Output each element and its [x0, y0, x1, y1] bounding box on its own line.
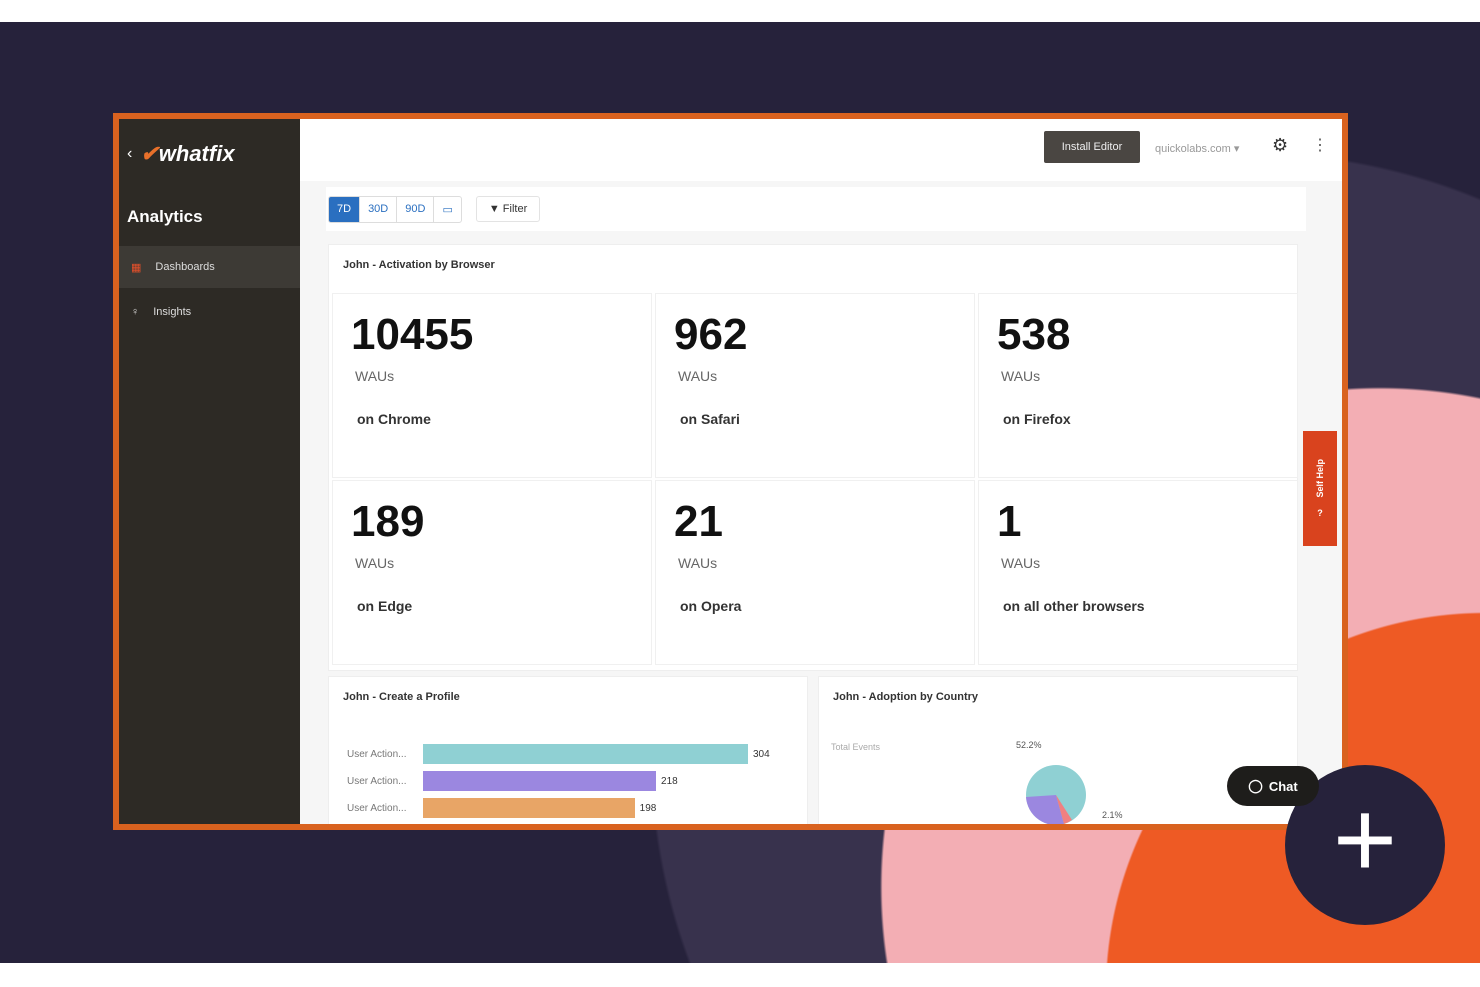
- sidebar-item-label: Insights: [153, 306, 192, 318]
- toolbar: 7D 30D 90D ▭ ▼ Filter: [326, 187, 1306, 231]
- kpi-label: on all other browsers: [1003, 598, 1145, 614]
- bar-row: User Action... 198: [347, 798, 656, 818]
- lightbulb-icon: ♀: [131, 306, 140, 318]
- sidebar-item-label: Dashboards: [155, 261, 215, 273]
- pie-legend: Total Events: [831, 742, 881, 752]
- kpi-label: on Firefox: [1003, 411, 1071, 427]
- kpi-tile: 21 WAUs on Opera: [655, 480, 975, 665]
- bar: [423, 798, 635, 818]
- logo-text: whatfix: [158, 141, 235, 166]
- filter-button[interactable]: ▼ Filter: [475, 196, 541, 222]
- pie-label: 2.1%: [1102, 810, 1123, 820]
- kpi-tile: 189 WAUs on Edge: [332, 480, 652, 665]
- bar-value: 304: [753, 748, 770, 760]
- dashboard-icon: ▦: [131, 261, 142, 274]
- kpi-unit: WAUs: [1001, 368, 1041, 384]
- profile-card: John - Create a Profile User Action... 30…: [328, 676, 808, 824]
- pie-slice: [1056, 795, 1072, 824]
- sidebar: ‹ ✔whatfix Analytics ▦ Dashboards ♀ Insi…: [119, 119, 300, 824]
- kpi-label: on Chrome: [357, 411, 431, 427]
- range-30d[interactable]: 30D: [360, 196, 398, 222]
- kpi-unit: WAUs: [1001, 555, 1041, 571]
- pie-label: 52.2%: [1016, 740, 1042, 750]
- country-card: John - Adoption by Country Total Events …: [818, 676, 1298, 824]
- app-screenshot: ‹ ✔whatfix Analytics ▦ Dashboards ♀ Insi…: [113, 113, 1348, 830]
- filter-icon: ▼: [488, 203, 500, 215]
- help-icon: ?: [1317, 507, 1323, 518]
- kpi-tile: 10455 WAUs on Chrome: [332, 293, 652, 478]
- kpi-value: 1: [997, 497, 1022, 546]
- chat-label: Chat: [1268, 778, 1298, 794]
- card-title: John - Create a Profile: [343, 691, 460, 703]
- kpi-unit: WAUs: [678, 368, 718, 384]
- kpi-unit: WAUs: [355, 368, 395, 384]
- card-title: John - Adoption by Country: [833, 691, 979, 703]
- kpi-label: on Opera: [680, 598, 742, 614]
- whatfix-mark-icon: ✔: [140, 141, 159, 166]
- kpi-tile: 1 WAUs on all other browsers: [978, 480, 1298, 665]
- bar-label: User Action...: [347, 748, 407, 760]
- kpi-value: 10455: [351, 310, 474, 359]
- bar-value: 198: [639, 802, 657, 814]
- bar-label: User Action...: [347, 775, 407, 787]
- domain-text: quickolabs.com: [1155, 143, 1231, 155]
- bar-row: User Action... 218: [347, 771, 678, 791]
- bar-label: User Action...: [347, 802, 407, 814]
- logo: ‹ ✔whatfix: [127, 141, 235, 167]
- bar: [423, 744, 748, 764]
- back-icon[interactable]: ‹: [127, 145, 133, 162]
- pie-slice: [1026, 795, 1064, 824]
- self-help-label: Self Help: [1315, 459, 1325, 498]
- kebab-icon[interactable]: ⋮: [1312, 137, 1328, 154]
- kpi-unit: WAUs: [355, 555, 395, 571]
- calendar-icon[interactable]: ▭: [442, 203, 453, 216]
- kpi-tile: 962 WAUs on Safari: [655, 293, 975, 478]
- section-title: Analytics: [127, 207, 203, 226]
- date-range-selector: 7D 30D 90D ▭: [328, 195, 462, 223]
- kpi-value: 189: [351, 497, 425, 546]
- kpi-tile: 538 WAUs on Firefox: [978, 293, 1298, 478]
- kpi-value: 21: [674, 497, 723, 546]
- domain-selector[interactable]: quickolabs.com ▾: [1155, 143, 1240, 155]
- bar: [423, 771, 657, 791]
- kpi-value: 538: [997, 310, 1071, 359]
- kpi-label: on Safari: [680, 411, 740, 427]
- kpi-label: on Edge: [357, 598, 413, 614]
- bar-row: User Action... 304: [347, 744, 770, 764]
- gear-icon[interactable]: ⚙: [1272, 135, 1289, 155]
- main-content: Install Editor quickolabs.com ▾ ⚙ ⋮ 7D 3…: [300, 119, 1342, 824]
- range-90d[interactable]: 90D: [397, 196, 435, 222]
- install-editor-button[interactable]: Install Editor: [1044, 131, 1140, 163]
- top-bar: Install Editor quickolabs.com ▾ ⚙ ⋮: [300, 119, 1342, 181]
- bar-value: 218: [661, 775, 678, 787]
- filter-label: Filter: [502, 203, 528, 215]
- chat-button[interactable]: ◯ Chat: [1227, 766, 1319, 806]
- chat-bubble-icon: ◯: [1248, 778, 1263, 793]
- kpi-value: 962: [674, 310, 748, 359]
- sidebar-item-dashboards[interactable]: ▦ Dashboards: [119, 246, 300, 288]
- self-help-tab[interactable]: Self Help ?: [1303, 431, 1337, 546]
- browser-card: John - Activation by Browser 10455 WAUs on…: [328, 244, 1298, 671]
- pie-chart: [1026, 765, 1086, 824]
- sidebar-item-insights[interactable]: ♀ Insights: [119, 291, 300, 333]
- range-7d[interactable]: 7D: [329, 196, 361, 222]
- card-title: John - Activation by Browser: [343, 259, 495, 271]
- kpi-unit: WAUs: [678, 555, 718, 571]
